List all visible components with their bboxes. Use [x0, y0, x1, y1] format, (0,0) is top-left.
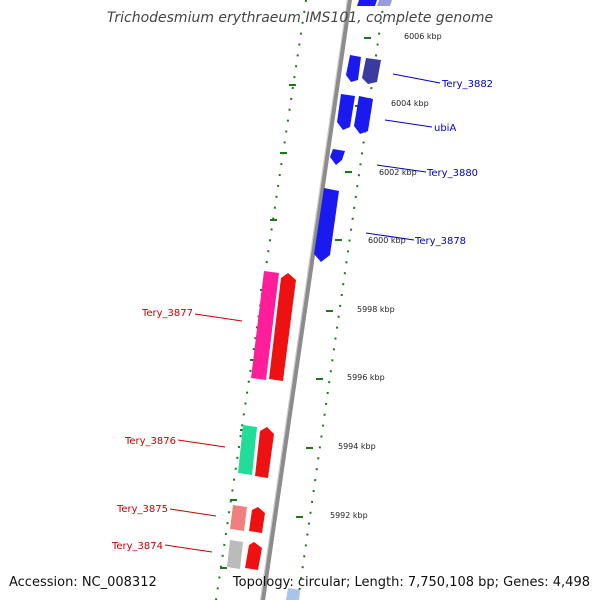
gene-label-tery-3875[interactable]: Tery_3875: [116, 504, 168, 515]
tick-labels: 6006 kbp 6004 kbp 6002 kbp 6000 kbp 5998…: [330, 32, 442, 520]
gene-arrow-tery-3878[interactable]: [314, 188, 339, 262]
forward-strand-genes: [227, 271, 300, 600]
tick-label-6002: 6002 kbp: [379, 168, 417, 177]
gene-arrow-tery-3880[interactable]: [330, 149, 345, 165]
topology-text: Topology: circular; Length: 7,750,108 bp…: [232, 575, 590, 590]
gene-arrow-ubia-a[interactable]: [337, 94, 355, 130]
label-leaders: [164, 73, 441, 553]
gene-labels: Tery_3882 ubiA Tery_3880 Tery_3878 Tery_…: [111, 79, 493, 552]
reverse-strand-genes: [314, 0, 392, 262]
tick-label-6006: 6006 kbp: [404, 32, 442, 41]
gene-label-tery-3882[interactable]: Tery_3882: [441, 79, 493, 90]
gene-arrow-tery-3876-a[interactable]: [238, 425, 257, 475]
gene-arrow-ubia[interactable]: [354, 96, 373, 134]
gene-label-tery-3876[interactable]: Tery_3876: [124, 436, 176, 447]
gene-label-tery-3880[interactable]: Tery_3880: [426, 168, 478, 179]
genome-backbone-highlight: [260, 0, 348, 600]
gene-arrow-tery-3875-a[interactable]: [230, 505, 247, 531]
tick-label-6004: 6004 kbp: [391, 99, 429, 108]
gene-arrow-tery-3876[interactable]: [255, 427, 274, 478]
tick-label-5992: 5992 kbp: [330, 511, 368, 520]
gene-arrow-bottom[interactable]: [286, 588, 300, 600]
gene-arrow-tery-3882-a[interactable]: [346, 55, 361, 82]
gene-arrow-tery-3877[interactable]: [269, 273, 296, 381]
gene-arrow-tery-3877-a[interactable]: [251, 271, 279, 380]
gene-arrow-tery-3874[interactable]: [245, 542, 262, 570]
tick-label-6000: 6000 kbp: [368, 236, 406, 245]
tick-label-5994: 5994 kbp: [338, 442, 376, 451]
genome-backbone: [260, 0, 352, 600]
tick-label-5998: 5998 kbp: [357, 305, 395, 314]
accession-text: Accession: NC_008312: [9, 575, 157, 590]
gene-arrow-tery-3875[interactable]: [249, 507, 265, 533]
gene-label-tery-3874[interactable]: Tery_3874: [111, 541, 163, 552]
map-title: Trichodesmium erythraeum IMS101, complet…: [107, 10, 493, 26]
tick-label-5996: 5996 kbp: [347, 373, 385, 382]
gene-arrow-tery-3874-a[interactable]: [227, 540, 243, 569]
gene-label-tery-3877[interactable]: Tery_3877: [141, 308, 193, 319]
gene-arrow-top-1[interactable]: [357, 0, 377, 6]
gene-arrow-tery-3882[interactable]: [362, 58, 381, 84]
gene-arrow-top-2[interactable]: [377, 0, 392, 6]
gene-label-tery-3878[interactable]: Tery_3878: [414, 236, 466, 247]
gene-label-ubia[interactable]: ubiA: [434, 123, 456, 134]
